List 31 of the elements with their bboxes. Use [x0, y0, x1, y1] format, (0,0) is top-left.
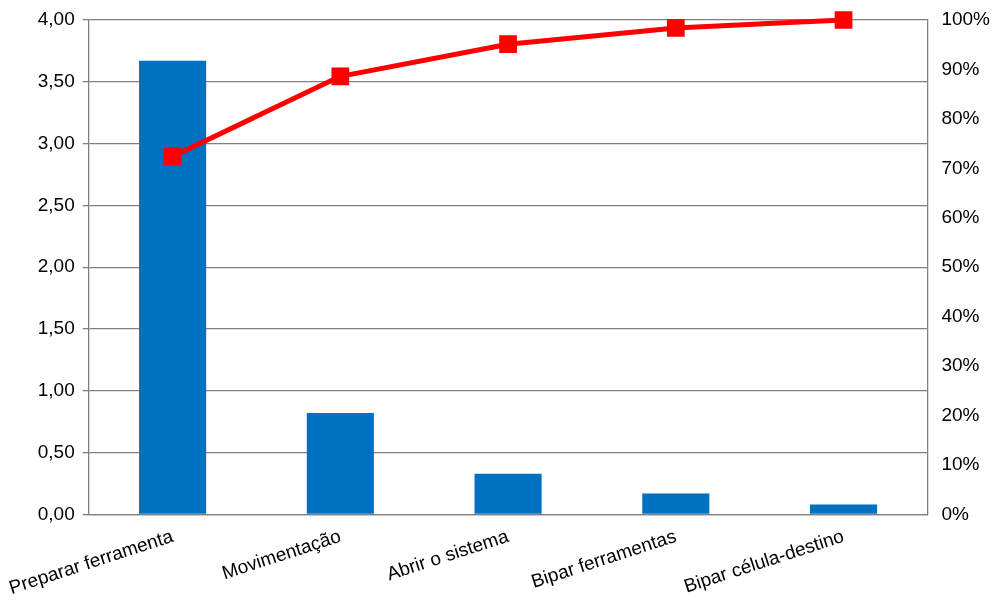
y-tick-label: 0,00 [37, 502, 75, 524]
y2-tick-label: 50% [941, 255, 980, 277]
y-tick-label: 2,00 [37, 255, 75, 277]
point [499, 35, 517, 54]
y-tick-label: 1,00 [37, 379, 75, 401]
bar [306, 413, 374, 514]
y2-tick-label: 70% [941, 156, 980, 178]
bar [139, 60, 207, 514]
y2-tick-label: 20% [941, 403, 980, 425]
point [163, 147, 182, 166]
bar [474, 473, 542, 514]
y-tick-label: 2,50 [37, 193, 75, 215]
y2-tick-label: 0% [941, 502, 969, 524]
point [834, 11, 853, 29]
y2-tick-label: 90% [941, 57, 980, 79]
y-tick-label: 4,00 [37, 8, 75, 30]
point [666, 19, 685, 37]
bar [642, 493, 710, 514]
y2-tick-label: 100% [941, 8, 991, 30]
y2-tick-label: 30% [941, 354, 980, 376]
y2-tick-label: 60% [941, 206, 980, 228]
point [331, 67, 350, 86]
y2-tick-label: 10% [941, 453, 980, 475]
y-tick-label: 1,50 [37, 317, 75, 339]
x-tick-label: Abrir o sistema [383, 524, 512, 585]
y-tick-label: 3,50 [37, 70, 75, 92]
y-tick-label: 0,50 [37, 440, 75, 462]
y-tick-label: 3,00 [37, 131, 75, 153]
y2-tick-label: 40% [941, 304, 980, 326]
bar [809, 504, 878, 514]
y2-tick-label: 80% [941, 107, 980, 129]
